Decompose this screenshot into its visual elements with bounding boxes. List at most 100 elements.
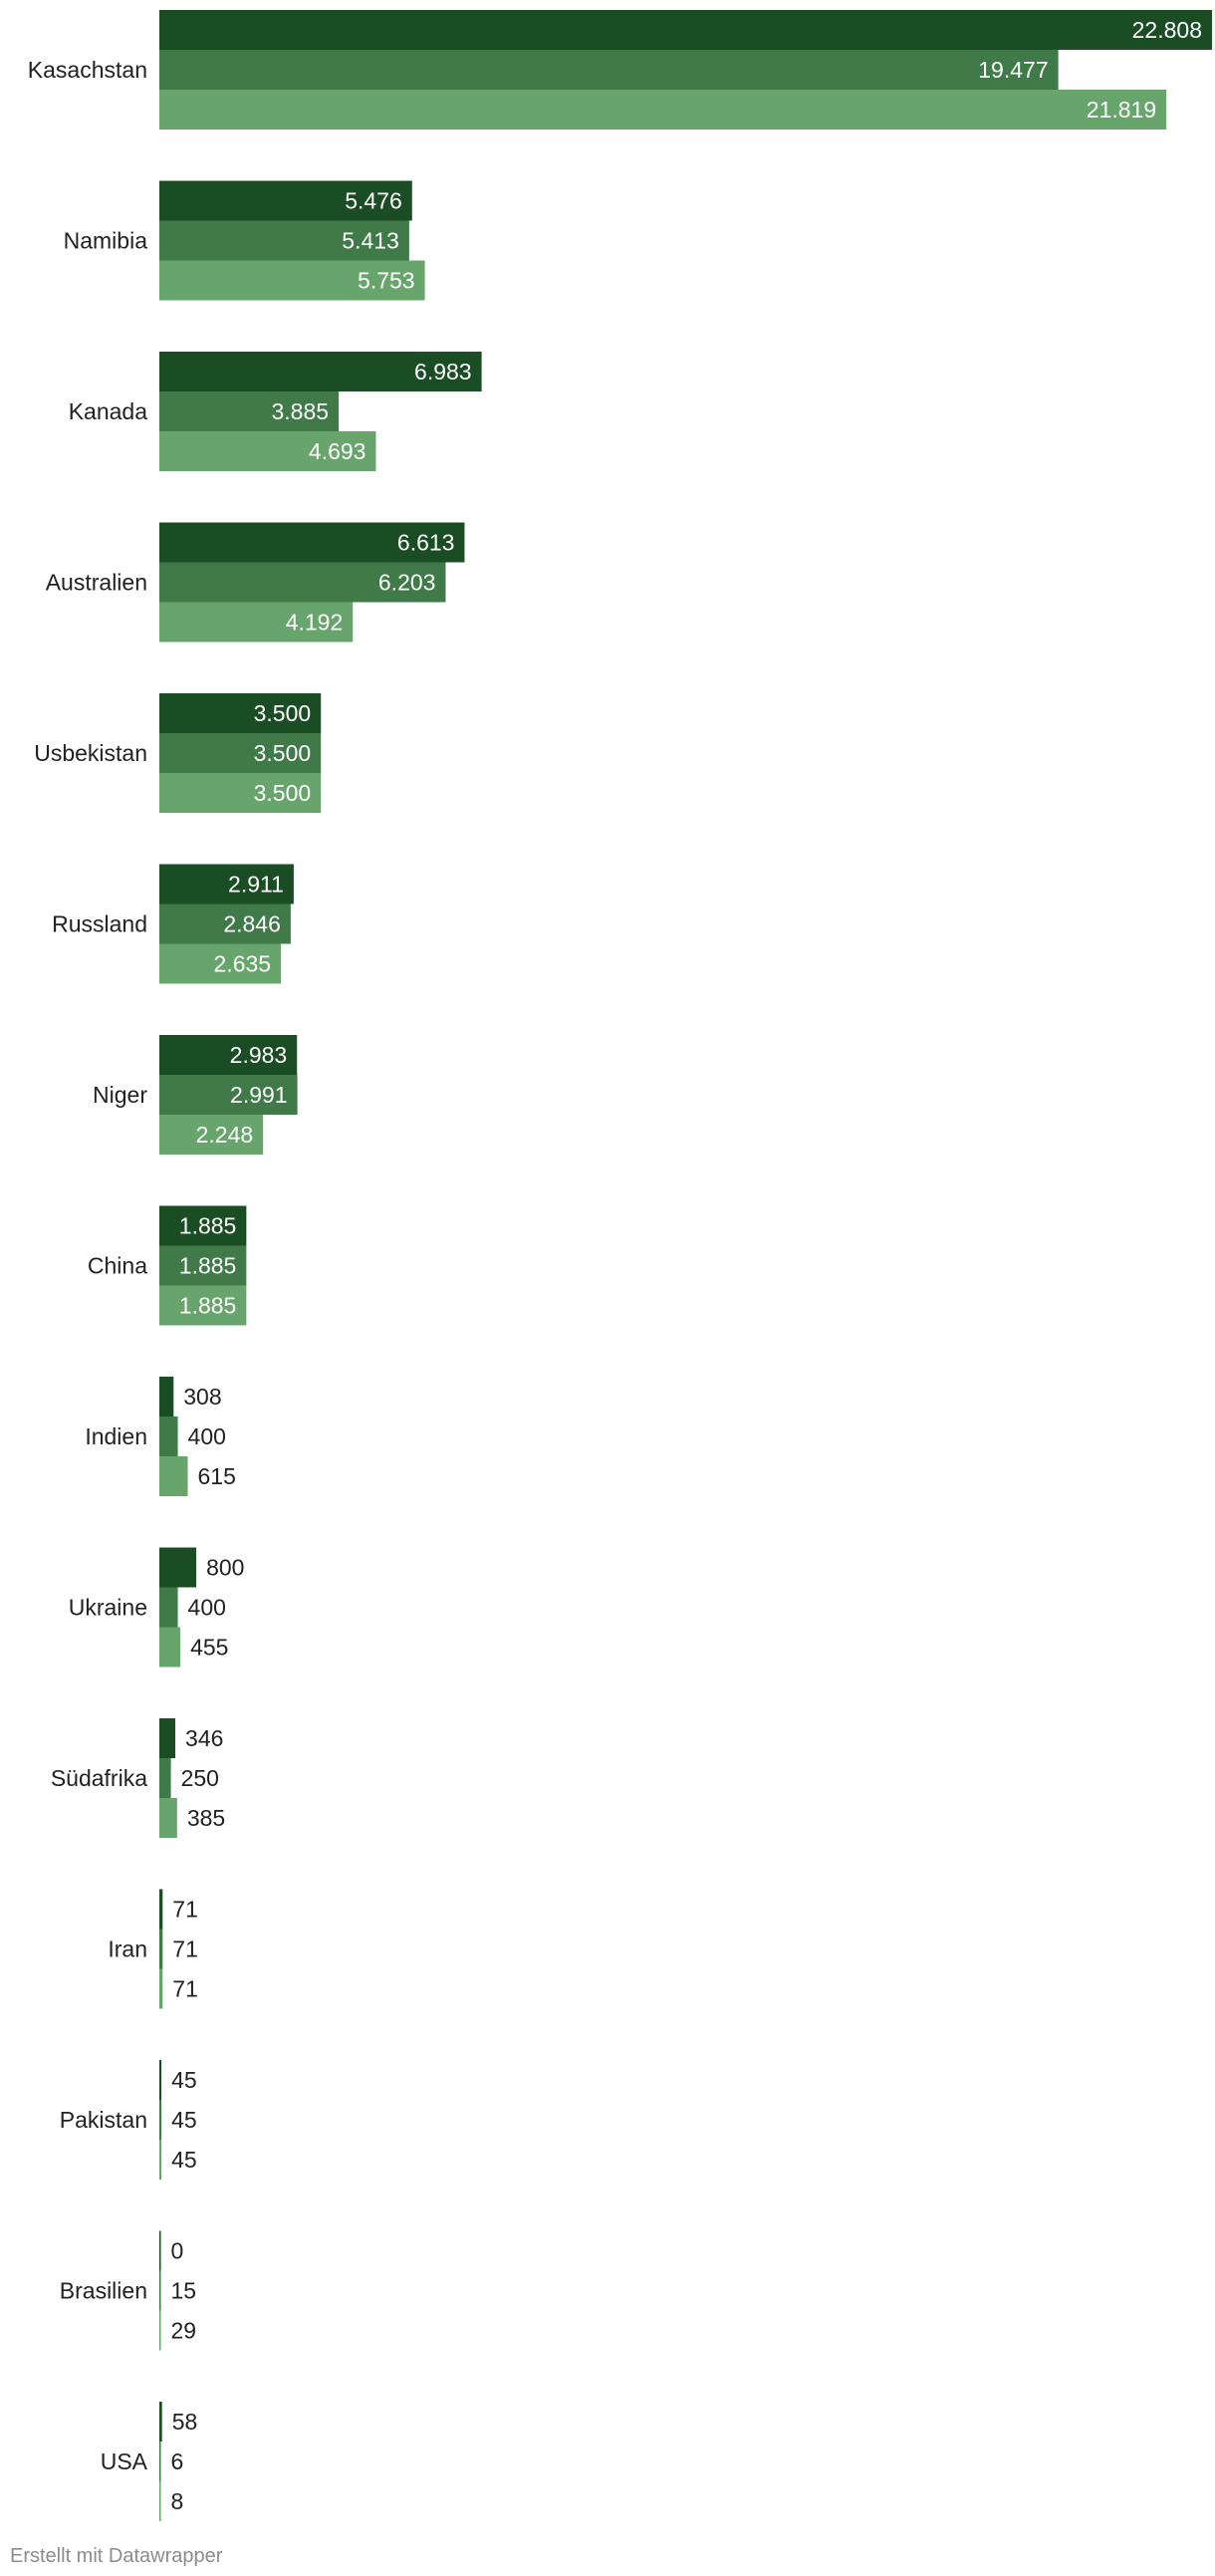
bar-value-label: 71 <box>172 1897 198 1923</box>
bar <box>159 10 1212 50</box>
category-label: Australien <box>46 570 147 596</box>
bar <box>159 50 1059 90</box>
category-label: Iran <box>108 1936 147 1962</box>
bar-value-label: 6.983 <box>414 359 472 385</box>
category-label: China <box>88 1253 147 1279</box>
bar-value-label: 1.885 <box>179 1293 237 1319</box>
bar <box>159 180 412 221</box>
category-group: Russland 2.911 2.846 2.635 <box>52 864 294 984</box>
bar <box>159 1377 174 1417</box>
bar <box>159 733 322 773</box>
bar-value-label: 0 <box>171 2238 184 2264</box>
category-label: Kanada <box>69 398 148 424</box>
bar <box>159 260 425 301</box>
bar-value-label: 2.846 <box>223 911 281 937</box>
bar-value-label: 8 <box>171 2488 184 2514</box>
category-group: Pakistan 45 45 45 <box>60 2060 197 2180</box>
bar-value-label: 308 <box>183 1384 221 1410</box>
category-label: Pakistan <box>60 2107 147 2133</box>
bar <box>159 1889 163 1930</box>
bar-value-label: 45 <box>171 2147 197 2173</box>
category-label: Namibia <box>64 228 148 254</box>
bar <box>159 1968 163 2009</box>
bar <box>159 1456 188 1496</box>
bar-value-label: 1.885 <box>179 1253 237 1279</box>
bar <box>159 90 1167 129</box>
bar <box>159 2270 161 2311</box>
category-label: Brasilien <box>60 2278 147 2304</box>
bar-value-label: 455 <box>190 1635 228 1661</box>
bar-value-label: 3.500 <box>254 700 312 726</box>
bar-value-label: 3.500 <box>254 780 312 806</box>
bar <box>159 1115 264 1155</box>
bar <box>159 2442 161 2481</box>
category-group: Iran 71 71 71 <box>108 1889 198 2009</box>
bar-value-label: 400 <box>188 1595 226 1621</box>
bar <box>159 1929 163 1969</box>
category-label: Indien <box>85 1423 147 1449</box>
bar <box>159 1718 176 1758</box>
bar-value-label: 2.983 <box>230 1042 288 1068</box>
bar-value-label: 3.885 <box>271 398 329 424</box>
category-group: USA 58 6 8 <box>101 2402 197 2521</box>
bar <box>159 2060 162 2100</box>
category-label: USA <box>101 2448 148 2474</box>
category-group: Südafrika 346 250 385 <box>51 1718 225 1838</box>
bar <box>159 1075 298 1115</box>
bar <box>159 1627 181 1668</box>
bar-value-label: 1.885 <box>179 1213 237 1239</box>
bar-value-label: 71 <box>172 1976 198 2002</box>
bar-value-label: 4.693 <box>309 438 366 464</box>
bar <box>159 220 409 261</box>
bar <box>159 2100 162 2140</box>
category-label: Usbekistan <box>34 740 147 766</box>
category-group: Ukraine 800 400 455 <box>69 1547 244 1668</box>
bar <box>159 864 294 904</box>
bar-value-label: 2.911 <box>228 872 284 898</box>
bar-value-label: 22.808 <box>1132 17 1202 43</box>
bar <box>159 1547 197 1588</box>
category-label: Südafrika <box>51 1765 147 1791</box>
bar <box>159 1035 298 1075</box>
bar-value-label: 45 <box>171 2107 197 2133</box>
bar-value-label: 385 <box>187 1805 225 1831</box>
bar-value-label: 6 <box>171 2448 184 2474</box>
bar-value-label: 346 <box>185 1725 223 1751</box>
bar-value-label: 615 <box>198 1463 236 1489</box>
bar-value-label: 2.991 <box>230 1082 288 1108</box>
bar <box>159 943 282 984</box>
category-group: Indien 308 400 615 <box>85 1377 236 1496</box>
bar-value-label: 3.500 <box>254 740 312 766</box>
bar <box>159 431 376 471</box>
bar-value-label: 2.248 <box>196 1122 254 1148</box>
bar-value-label: 4.192 <box>286 610 344 636</box>
bar <box>159 1245 247 1286</box>
bar-value-label: 21.819 <box>1087 97 1156 123</box>
bar-value-label: 6.613 <box>397 530 455 556</box>
category-label: Russland <box>52 911 147 937</box>
bar <box>159 1758 171 1798</box>
bar-value-label: 400 <box>188 1423 226 1449</box>
bar <box>159 2230 161 2271</box>
bar-value-label: 29 <box>171 2318 197 2344</box>
category-group: Australien 6.613 6.203 4.192 <box>46 522 465 643</box>
bar <box>159 773 322 813</box>
bar-value-label: 2.635 <box>214 951 272 977</box>
bar <box>159 1205 247 1246</box>
bar <box>159 562 446 603</box>
bar <box>159 2140 162 2180</box>
bar <box>159 391 340 431</box>
bar <box>159 2481 161 2521</box>
bar-value-label: 45 <box>171 2067 197 2093</box>
category-group: Niger 2.983 2.991 2.248 <box>93 1035 298 1155</box>
bar-value-label: 250 <box>181 1765 219 1791</box>
bar-value-label: 6.203 <box>378 570 436 596</box>
bar-value-label: 71 <box>172 1936 198 1962</box>
category-group: China 1.885 1.885 1.885 <box>88 1205 247 1326</box>
bar-value-label: 19.477 <box>978 57 1048 83</box>
footer-credit: Erstellt mit Datawrapper <box>10 2545 223 2567</box>
category-group: Kasachstan 22.808 19.477 21.819 <box>28 10 1212 129</box>
bar <box>159 1587 178 1628</box>
bar <box>159 693 322 733</box>
